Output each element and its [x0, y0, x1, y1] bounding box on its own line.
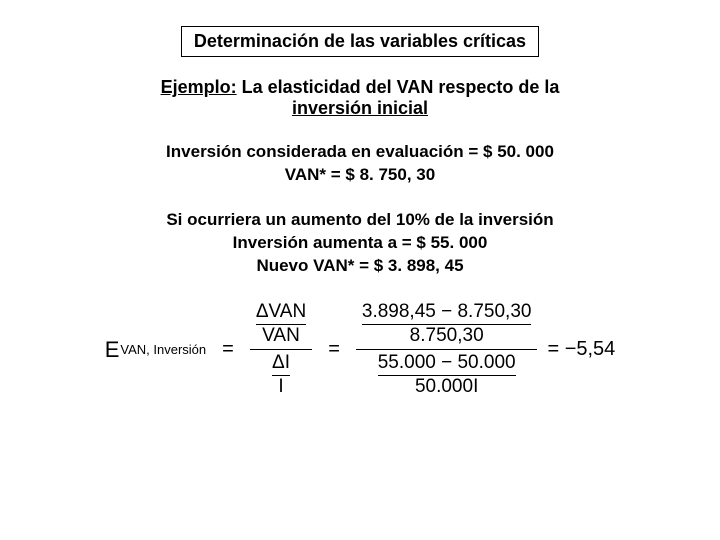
num-denominator: 55.000 − 50.000 50.000I	[372, 351, 522, 400]
sym-den-top: ΔI	[272, 353, 290, 374]
example-label: Ejemplo:	[161, 77, 237, 97]
formula-lhs: E VAN, Inversión	[105, 337, 206, 363]
symbol-E-subscript: VAN, Inversión	[120, 342, 206, 357]
slide: Determinación de las variables críticas …	[0, 0, 720, 540]
sym-num-frac: ΔVAN VAN	[256, 302, 306, 347]
scenario-block: Si ocurriera un aumento del 10% de la in…	[36, 209, 684, 278]
num-den-frac: 55.000 − 50.000 50.000I	[378, 353, 516, 398]
numeric-fraction: 3.898,45 − 8.750,30 8.750,30 55.000 − 50…	[356, 300, 538, 401]
sym-den-frac: ΔI I	[272, 353, 290, 398]
van-new: Nuevo VAN* = $ 3. 898, 45	[256, 256, 463, 275]
sym-outer-bar	[250, 349, 312, 350]
sym-num-top: ΔVAN	[256, 302, 306, 323]
formula-result: = −5,54	[547, 338, 615, 361]
equals-2: =	[322, 338, 346, 361]
van-base: VAN* = $ 8. 750, 30	[285, 165, 435, 184]
inversion-base: Inversión considerada en evaluación = $ …	[166, 142, 554, 161]
subtitle-rest-1: La elasticidad del VAN respecto de la	[237, 77, 560, 97]
sym-denominator: ΔI I	[266, 351, 296, 400]
example-subtitle: Ejemplo: La elasticidad del VAN respecto…	[50, 77, 669, 119]
num-den-bot: 50.000I	[415, 377, 478, 398]
sym-numerator: ΔVAN VAN	[250, 300, 312, 349]
symbol-E: E	[105, 337, 120, 363]
given-values-block: Inversión considerada en evaluación = $ …	[36, 141, 684, 187]
elasticity-formula: E VAN, Inversión = ΔVAN VAN ΔI I =	[0, 300, 720, 401]
num-num-top: 3.898,45 − 8.750,30	[362, 302, 532, 323]
symbolic-fraction: ΔVAN VAN ΔI I	[250, 300, 312, 401]
scenario-text: Si ocurriera un aumento del 10% de la in…	[166, 210, 553, 229]
inversion-new: Inversión aumenta a = $ 55. 000	[233, 233, 488, 252]
num-outer-bar	[356, 349, 538, 350]
num-den-top: 55.000 − 50.000	[378, 353, 516, 374]
slide-title: Determinación de las variables críticas	[181, 26, 539, 57]
sym-num-bot: VAN	[262, 326, 300, 347]
equals-1: =	[216, 338, 240, 361]
subtitle-line2: inversión inicial	[292, 98, 428, 118]
num-num-frac: 3.898,45 − 8.750,30 8.750,30	[362, 302, 532, 347]
num-numerator: 3.898,45 − 8.750,30 8.750,30	[356, 300, 538, 349]
sym-den-bot: I	[278, 377, 283, 398]
num-num-bot: 8.750,30	[410, 326, 484, 347]
